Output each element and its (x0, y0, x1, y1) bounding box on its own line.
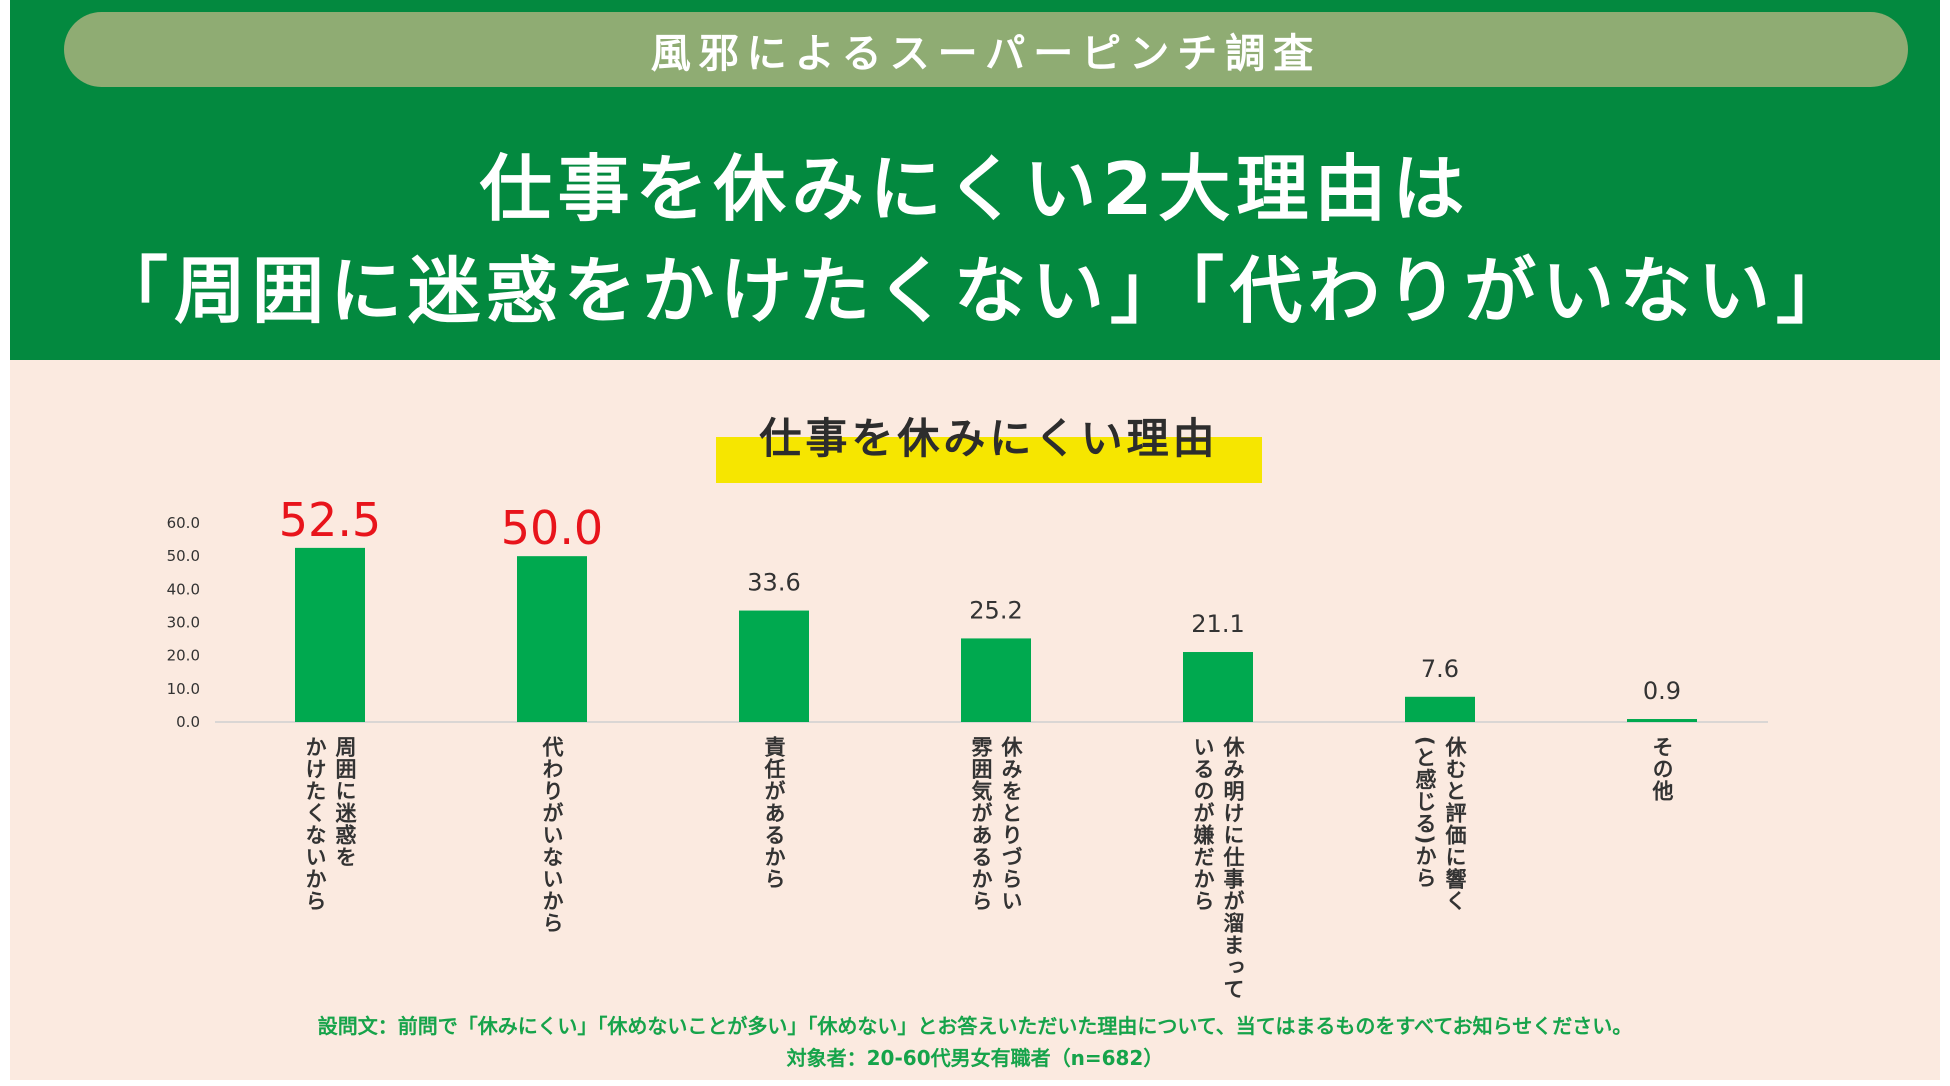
y-tick-label: 60.0 (167, 514, 200, 532)
category-label: 周囲に迷惑を かけたくないから (303, 736, 357, 912)
bar (295, 547, 365, 722)
value-label: 0.9 (1643, 677, 1681, 705)
category-label: 代わりがいないから (540, 736, 564, 934)
value-label: 25.2 (969, 596, 1022, 624)
value-label: 52.5 (279, 493, 381, 547)
bar (1183, 652, 1253, 722)
bar (961, 638, 1031, 722)
target-note: 対象者：20-60代男女有職者（n=682） (786, 1046, 1164, 1070)
bar (517, 556, 587, 722)
category-label: 休みをとりづらい 雰囲気があるから (969, 736, 1023, 912)
chart-title-marker (716, 437, 1262, 483)
chart-panel: 仕事を休みにくい理由 0.0 10.0 20.0 30.0 40.0 50.0 60.0 52… (10, 360, 1940, 1080)
bar (1627, 719, 1697, 722)
value-label: 7.6 (1421, 655, 1459, 683)
y-tick-label: 50.0 (167, 547, 200, 565)
bar-chart: 0.0 10.0 20.0 30.0 40.0 50.0 60.0 52.5 50.0 33.6 2… (167, 493, 1768, 731)
headline-line-1: 仕事を休みにくい2大理由は (479, 147, 1471, 231)
category-label: 休み明けに仕事が溜まって いるのが嫌だから (1191, 736, 1245, 1000)
y-tick-label: 10.0 (167, 680, 200, 698)
category-label: 休むと評価に響く (と感じる)から (1413, 736, 1467, 912)
survey-title-pill: 風邪によるスーパーピンチ調査 (64, 12, 1908, 87)
headline-line-2: 「周囲に迷惑をかけたくない」「代わりがいない」 (95, 249, 1854, 333)
category-label: その他 (1650, 736, 1674, 802)
y-tick-label: 30.0 (167, 614, 200, 632)
bar (1405, 696, 1475, 722)
category-label: 責任があるから (762, 736, 786, 890)
y-tick-label: 20.0 (167, 647, 200, 665)
header-banner: 風邪によるスーパーピンチ調査 仕事を休みにくい2大理由は 「周囲に迷惑をかけたく… (10, 0, 1940, 360)
y-tick-label: 40.0 (167, 580, 200, 598)
value-label: 33.6 (747, 569, 800, 597)
survey-title: 風邪によるスーパーピンチ調査 (650, 30, 1322, 77)
chart-title: 仕事を休みにくい理由 (759, 414, 1219, 463)
chart-title-block: 仕事を休みにくい理由 (716, 405, 1262, 485)
y-tick-label: 0.0 (176, 713, 200, 731)
bar (739, 610, 809, 722)
value-label: 21.1 (1191, 610, 1244, 638)
question-note: 設問文：前問で「休みにくい」「休めないことが多い」「休めない」とお答えいただいた… (317, 1014, 1633, 1038)
value-label: 50.0 (501, 501, 603, 555)
